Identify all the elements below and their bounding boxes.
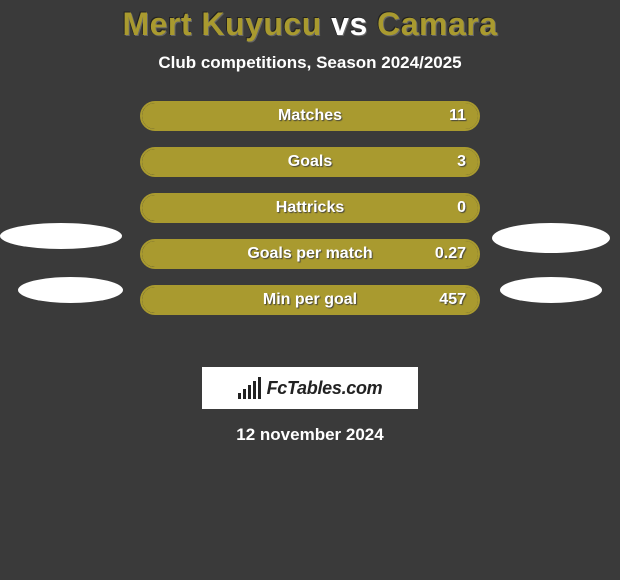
stat-value: 457 bbox=[439, 291, 466, 309]
ellipse-icon bbox=[500, 277, 602, 303]
page-title: Mert Kuyucu vs Camara bbox=[0, 6, 620, 43]
footer-date: 12 november 2024 bbox=[0, 425, 620, 445]
attribution-text: FcTables.com bbox=[267, 378, 383, 399]
stat-value: 11 bbox=[449, 107, 466, 125]
attribution-logo-icon bbox=[238, 377, 261, 399]
stat-label: Min per goal bbox=[263, 291, 357, 309]
ellipse-icon bbox=[18, 277, 123, 303]
ellipse-icon bbox=[492, 223, 610, 253]
stat-label: Goals bbox=[288, 153, 332, 171]
stat-row: Min per goal 457 bbox=[140, 285, 480, 315]
subtitle: Club competitions, Season 2024/2025 bbox=[0, 53, 620, 73]
player1-name: Mert Kuyucu bbox=[122, 6, 321, 42]
stat-label: Hattricks bbox=[276, 199, 344, 217]
bars-container: Matches 11 Goals 3 Hattricks 0 Goals per match… bbox=[140, 101, 480, 331]
stat-row: Hattricks 0 bbox=[140, 193, 480, 223]
root: Mert Kuyucu vs Camara Club competitions,… bbox=[0, 0, 620, 445]
stat-row: Goals 3 bbox=[140, 147, 480, 177]
stat-label: Matches bbox=[278, 107, 342, 125]
player2-name: Camara bbox=[377, 6, 497, 42]
stat-row: Matches 11 bbox=[140, 101, 480, 131]
vs-text: vs bbox=[331, 6, 368, 42]
stat-value: 0 bbox=[457, 199, 466, 217]
comparison-stage: Matches 11 Goals 3 Hattricks 0 Goals per match… bbox=[0, 101, 620, 361]
stat-row: Goals per match 0.27 bbox=[140, 239, 480, 269]
attribution-badge: FcTables.com bbox=[202, 367, 418, 409]
stat-value: 0.27 bbox=[435, 245, 466, 263]
stat-value: 3 bbox=[457, 153, 466, 171]
ellipse-icon bbox=[0, 223, 122, 249]
stat-label: Goals per match bbox=[247, 245, 372, 263]
